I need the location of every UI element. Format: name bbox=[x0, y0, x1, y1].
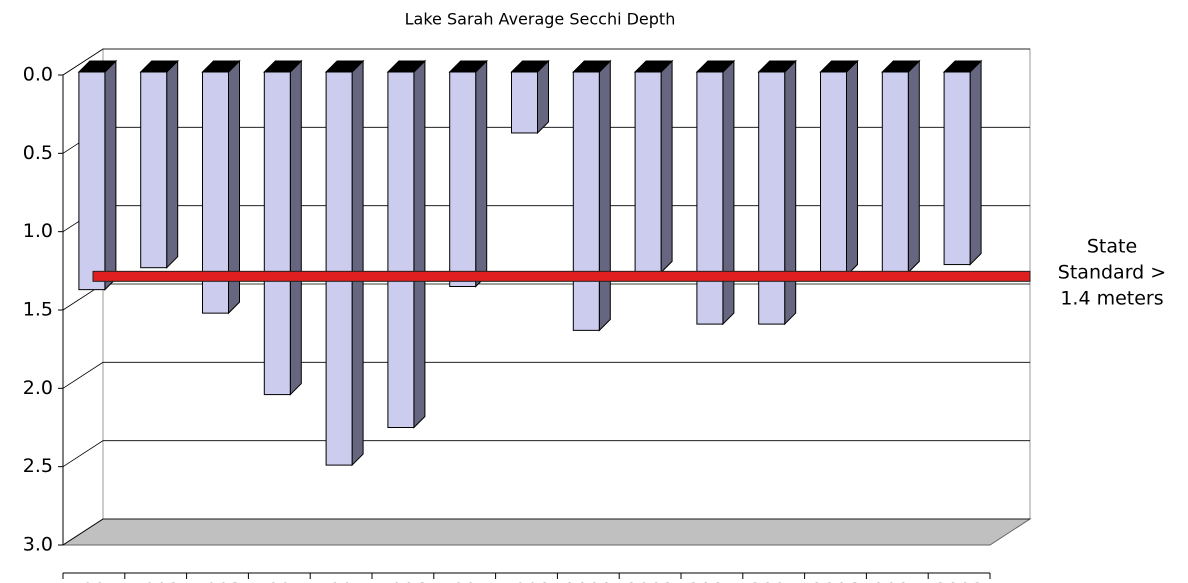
bar-top bbox=[942, 60, 983, 73]
x-tick-label: 2008 bbox=[935, 580, 983, 583]
grid-line bbox=[62, 440, 1030, 468]
chart-title: Lake Sarah Average Secchi Depth bbox=[405, 10, 676, 29]
y-tick-label: 2.0 bbox=[23, 377, 53, 399]
bar-top bbox=[77, 60, 118, 73]
bar-side bbox=[846, 59, 858, 277]
bar-top bbox=[572, 60, 612, 73]
bar-front bbox=[758, 71, 786, 325]
bar bbox=[572, 59, 612, 332]
x-tick-label: 1994 bbox=[255, 580, 303, 583]
bar-top bbox=[448, 60, 488, 73]
bar bbox=[942, 59, 983, 266]
x-tick-label: 1993 bbox=[193, 580, 241, 583]
grid-line bbox=[62, 48, 1030, 76]
bar-front bbox=[78, 71, 106, 291]
bar-front bbox=[696, 71, 724, 325]
bar-top bbox=[881, 60, 921, 73]
x-tick-label: 2006 bbox=[811, 580, 859, 583]
bar-side bbox=[413, 59, 426, 429]
bar-top bbox=[139, 60, 179, 73]
bar-side bbox=[289, 59, 302, 396]
bar bbox=[695, 59, 736, 326]
annotation: State bbox=[1087, 236, 1137, 258]
bar-front bbox=[943, 71, 971, 266]
bar-top bbox=[819, 60, 859, 73]
bar-top bbox=[263, 60, 303, 73]
bar-front bbox=[449, 71, 477, 287]
bar-front bbox=[263, 71, 291, 396]
bar bbox=[263, 59, 303, 396]
bar-side bbox=[784, 59, 797, 326]
annotation: 1.4 meters bbox=[1060, 288, 1163, 310]
y-tick-label: 1.0 bbox=[23, 220, 53, 242]
bar bbox=[386, 59, 427, 429]
reference-line bbox=[92, 270, 1031, 282]
y-tick-label: 3.0 bbox=[23, 534, 53, 556]
bar bbox=[510, 59, 550, 135]
bar-front bbox=[325, 71, 353, 466]
bar-top bbox=[386, 60, 427, 73]
bar-top bbox=[324, 60, 365, 73]
x-tick-label: 1992 bbox=[132, 580, 180, 583]
bar-side bbox=[166, 59, 179, 269]
x-tick-label: 1995 bbox=[317, 580, 365, 583]
bar bbox=[633, 59, 674, 274]
x-tick-label: 2004 bbox=[688, 580, 736, 583]
bar-side bbox=[598, 59, 611, 332]
bar bbox=[77, 59, 118, 291]
bar-front bbox=[881, 71, 909, 273]
bar-top bbox=[201, 60, 241, 73]
bar bbox=[448, 59, 488, 288]
bar bbox=[881, 59, 921, 274]
bar-front bbox=[511, 71, 538, 134]
bar-side bbox=[537, 59, 549, 135]
x-tick-label: 2002 bbox=[626, 580, 674, 583]
bar-side bbox=[104, 59, 117, 291]
bar-front bbox=[820, 71, 847, 277]
y-tick-label: 0.0 bbox=[23, 64, 53, 86]
grid-line bbox=[62, 361, 1030, 389]
bar-top bbox=[510, 60, 550, 73]
bar-front bbox=[140, 71, 168, 269]
bar bbox=[757, 59, 797, 326]
y-tick-label: 2.5 bbox=[23, 455, 53, 477]
bar-side bbox=[351, 59, 364, 467]
bar bbox=[324, 59, 365, 467]
bar-side bbox=[907, 59, 920, 274]
bar bbox=[819, 59, 859, 277]
x-tick-label: 1998 bbox=[502, 580, 550, 583]
x-tick-label: 1997 bbox=[441, 580, 489, 583]
floor bbox=[61, 518, 1032, 546]
bar-top bbox=[757, 60, 797, 73]
bar-side bbox=[475, 59, 488, 288]
bar-front bbox=[387, 71, 415, 428]
x-tick-label: 1991 bbox=[70, 580, 118, 583]
x-tick-label: 2007 bbox=[873, 580, 921, 583]
x-tick-label: 1996 bbox=[379, 580, 427, 583]
bar-top bbox=[695, 60, 736, 73]
bar bbox=[139, 59, 179, 269]
bar-top bbox=[633, 60, 674, 73]
bar-side bbox=[660, 59, 673, 274]
bar-side bbox=[969, 59, 982, 266]
x-tick-label: 2005 bbox=[750, 580, 798, 583]
bar-front bbox=[634, 71, 662, 273]
y-tick-label: 0.5 bbox=[23, 142, 53, 164]
bar-side bbox=[722, 59, 735, 326]
y-tick-label: 1.5 bbox=[23, 299, 53, 321]
grid-line bbox=[62, 518, 1030, 546]
x-tick-label: 2000 bbox=[564, 580, 612, 583]
bar-front bbox=[572, 71, 600, 331]
annotation: Standard > bbox=[1058, 262, 1166, 284]
